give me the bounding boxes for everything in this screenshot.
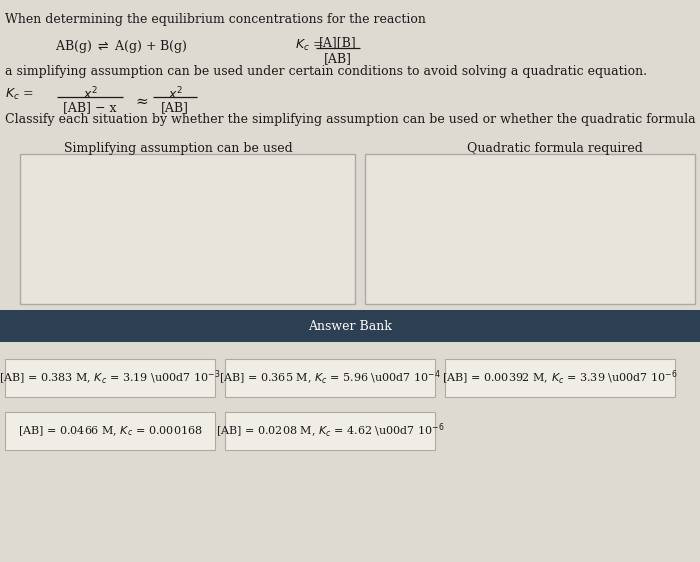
- FancyBboxPatch shape: [5, 359, 215, 397]
- Text: Simplifying assumption can be used: Simplifying assumption can be used: [64, 142, 293, 155]
- Text: Classify each situation by whether the simplifying assumption can be used or whe: Classify each situation by whether the s…: [5, 113, 700, 126]
- Text: $x^2$: $x^2$: [167, 86, 183, 103]
- FancyBboxPatch shape: [5, 412, 215, 450]
- FancyBboxPatch shape: [365, 154, 695, 304]
- Text: [AB] = 0.365 M, $K_c$ = 5.96 \u00d7 10$^{-4}$: [AB] = 0.365 M, $K_c$ = 5.96 \u00d7 10$^…: [219, 369, 441, 387]
- Text: [AB] − x: [AB] − x: [63, 101, 117, 114]
- FancyBboxPatch shape: [445, 359, 675, 397]
- Text: [AB]: [AB]: [161, 101, 189, 114]
- FancyBboxPatch shape: [0, 310, 700, 342]
- Text: [AB] = 0.00392 M, $K_c$ = 3.39 \u00d7 10$^{-6}$: [AB] = 0.00392 M, $K_c$ = 3.39 \u00d7 10…: [442, 369, 678, 387]
- Text: [A][B]: [A][B]: [319, 36, 357, 49]
- FancyBboxPatch shape: [225, 359, 435, 397]
- Text: $K_c$ =: $K_c$ =: [295, 38, 323, 53]
- Text: a simplifying assumption can be used under certain conditions to avoid solving a: a simplifying assumption can be used und…: [5, 65, 647, 78]
- Text: AB(g) $\rightleftharpoons$ A(g) + B(g): AB(g) $\rightleftharpoons$ A(g) + B(g): [55, 38, 188, 55]
- Text: $K_c$ =: $K_c$ =: [5, 87, 34, 102]
- Text: [AB] = 0.0208 M, $K_c$ = 4.62 \u00d7 10$^{-6}$: [AB] = 0.0208 M, $K_c$ = 4.62 \u00d7 10$…: [216, 422, 444, 440]
- Text: [AB] = 0.0466 M, $K_c$ = 0.000168: [AB] = 0.0466 M, $K_c$ = 0.000168: [18, 424, 202, 438]
- Text: [AB]: [AB]: [324, 52, 352, 65]
- FancyBboxPatch shape: [20, 154, 355, 304]
- Text: Quadratic formula required: Quadratic formula required: [467, 142, 643, 155]
- Text: Answer Bank: Answer Bank: [308, 320, 392, 333]
- Text: [AB] = 0.383 M, $K_c$ = 3.19 \u00d7 10$^{-3}$: [AB] = 0.383 M, $K_c$ = 3.19 \u00d7 10$^…: [0, 369, 220, 387]
- FancyBboxPatch shape: [225, 412, 435, 450]
- Text: $x^2$: $x^2$: [83, 86, 97, 103]
- Text: ≈: ≈: [135, 95, 148, 109]
- Text: When determining the equilibrium concentrations for the reaction: When determining the equilibrium concent…: [5, 13, 426, 26]
